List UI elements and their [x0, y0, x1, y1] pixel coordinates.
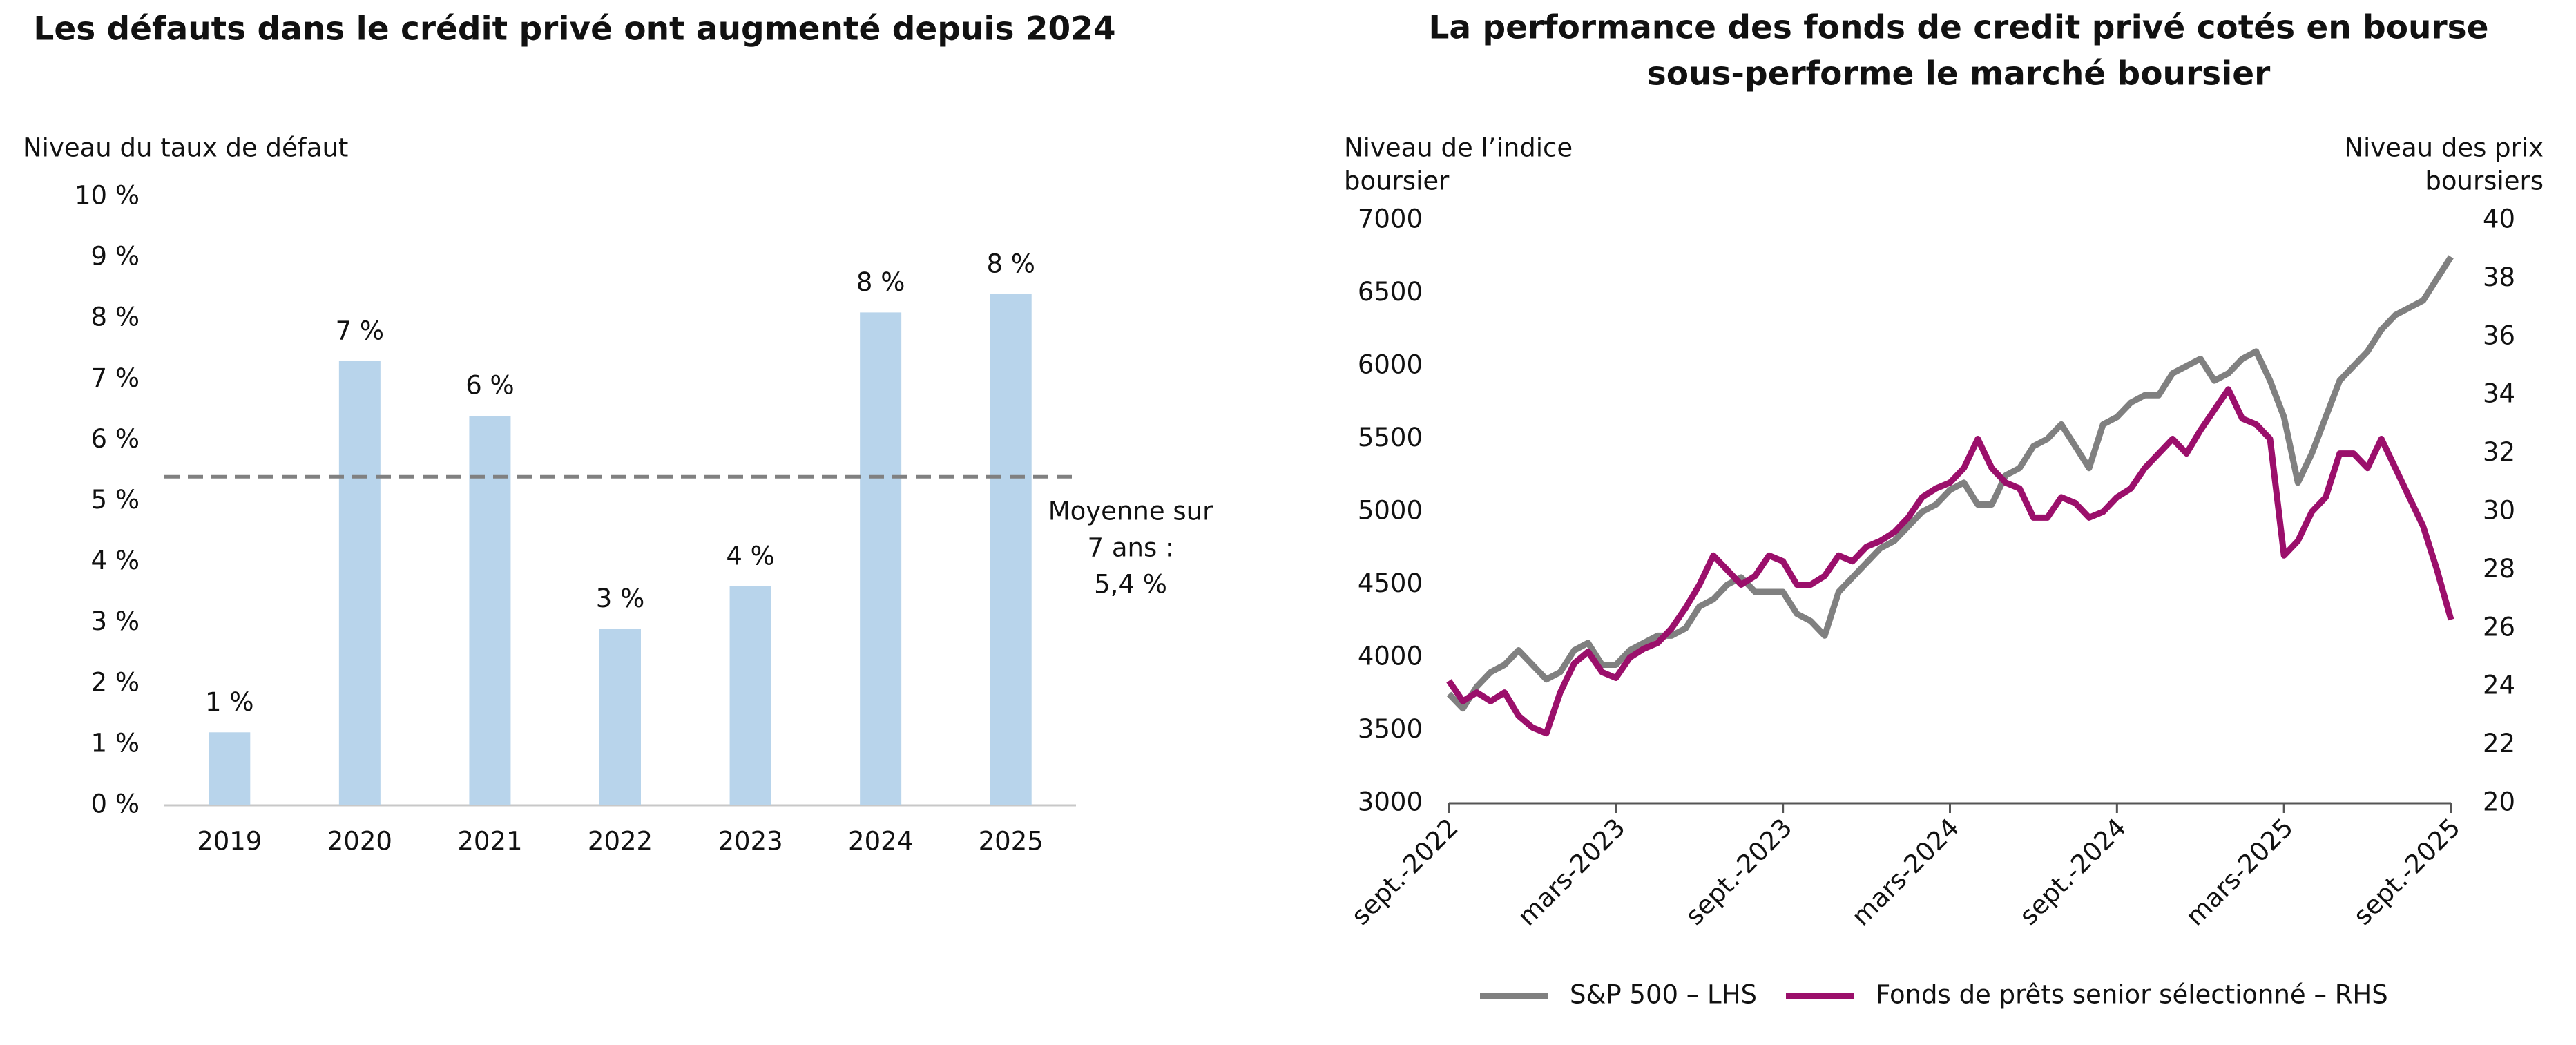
x-tick-label: sept.-2024 [2014, 812, 2132, 930]
y-tick-label: 2 % [91, 667, 140, 697]
y-axis-label: boursier [1344, 166, 1450, 196]
x-tick-label: sept.-2025 [2347, 812, 2466, 930]
value-label: 6 % [465, 371, 514, 401]
value-label: 8 % [986, 249, 1035, 278]
bar [860, 312, 902, 805]
value-label: 7 % [336, 316, 384, 345]
bar [209, 732, 251, 805]
y2-tick-label: 38 [2483, 262, 2515, 292]
y-axis-label: Niveau du taux de défaut [23, 133, 348, 163]
y-axis-label: Niveau de l’indice [1344, 133, 1573, 163]
value-label: 8 % [856, 267, 905, 297]
average-label: 7 ans : [1088, 533, 1174, 563]
y-tick-label: 3 % [91, 606, 140, 636]
x-tick-label: mars-2024 [1846, 812, 1965, 931]
bar [599, 629, 641, 805]
x-tick-label: mars-2025 [2180, 812, 2299, 931]
y-tick-label: 4500 [1358, 568, 1423, 598]
x-tick-label: 2020 [327, 827, 392, 856]
chart-title: sous-performe le marché boursier [1647, 55, 2271, 93]
average-label: Moyenne sur [1048, 497, 1213, 526]
y-tick-label: 6000 [1358, 350, 1423, 380]
chart-title: Les défauts dans le crédit privé ont aug… [33, 10, 1115, 48]
y2-tick-label: 24 [2483, 671, 2515, 700]
y2-tick-label: 28 [2483, 554, 2515, 584]
y2-tick-label: 40 [2483, 204, 2515, 234]
bar [338, 361, 381, 805]
y-tick-label: 3500 [1358, 714, 1423, 744]
y-tick-label: 1 % [91, 728, 140, 758]
line-series [1446, 255, 2454, 712]
y2-tick-label: 20 [2483, 787, 2515, 817]
y-tick-label: 5 % [91, 485, 140, 515]
y2-tick-label: 30 [2483, 496, 2515, 526]
x-tick-label: 2023 [718, 827, 782, 856]
x-tick-label: mars-2023 [1512, 812, 1631, 931]
x-tick-label: 2024 [848, 827, 913, 856]
y-tick-label: 9 % [91, 242, 140, 271]
y-tick-label: 8 % [91, 303, 140, 332]
average-label: 5,4 % [1094, 570, 1167, 600]
y-tick-label: 7 % [91, 363, 140, 393]
x-tick-label: 2019 [197, 827, 262, 856]
x-tick-label: 2025 [979, 827, 1044, 856]
y2-tick-label: 32 [2483, 437, 2515, 467]
y2-axis-label: Niveau des prix [2344, 133, 2544, 163]
bar [469, 416, 511, 805]
y2-tick-label: 36 [2483, 320, 2515, 350]
y-tick-label: 6500 [1358, 277, 1423, 307]
y-tick-label: 10 % [75, 181, 140, 211]
y-tick-label: 4000 [1358, 642, 1423, 671]
y2-tick-label: 34 [2483, 379, 2515, 409]
line-series [1446, 386, 2454, 737]
legend-label: S&P 500 – LHS [1570, 980, 1757, 1010]
y-tick-label: 7000 [1358, 204, 1423, 234]
chart-title: La performance des fonds de credit privé… [1428, 9, 2488, 47]
legend-label: Fonds de prêts senior sélectionné – RHS [1876, 980, 2388, 1010]
y-tick-label: 4 % [91, 546, 140, 575]
value-label: 3 % [596, 584, 644, 613]
x-tick-label: 2022 [588, 827, 653, 856]
x-tick-label: sept.-2023 [1680, 812, 1798, 930]
y-tick-label: 3000 [1358, 787, 1423, 817]
x-tick-label: 2021 [457, 827, 522, 856]
x-tick-label: sept.-2022 [1345, 812, 1463, 930]
y-tick-label: 0 % [91, 789, 140, 819]
y2-axis-label: boursiers [2425, 166, 2544, 196]
y-tick-label: 5500 [1358, 423, 1423, 452]
bar [990, 294, 1032, 806]
value-label: 1 % [205, 687, 253, 717]
y2-tick-label: 26 [2483, 612, 2515, 642]
y2-tick-label: 22 [2483, 729, 2515, 758]
y-tick-label: 6 % [91, 424, 140, 454]
value-label: 4 % [726, 541, 774, 571]
bar [729, 586, 771, 805]
y-tick-label: 5000 [1358, 496, 1423, 526]
